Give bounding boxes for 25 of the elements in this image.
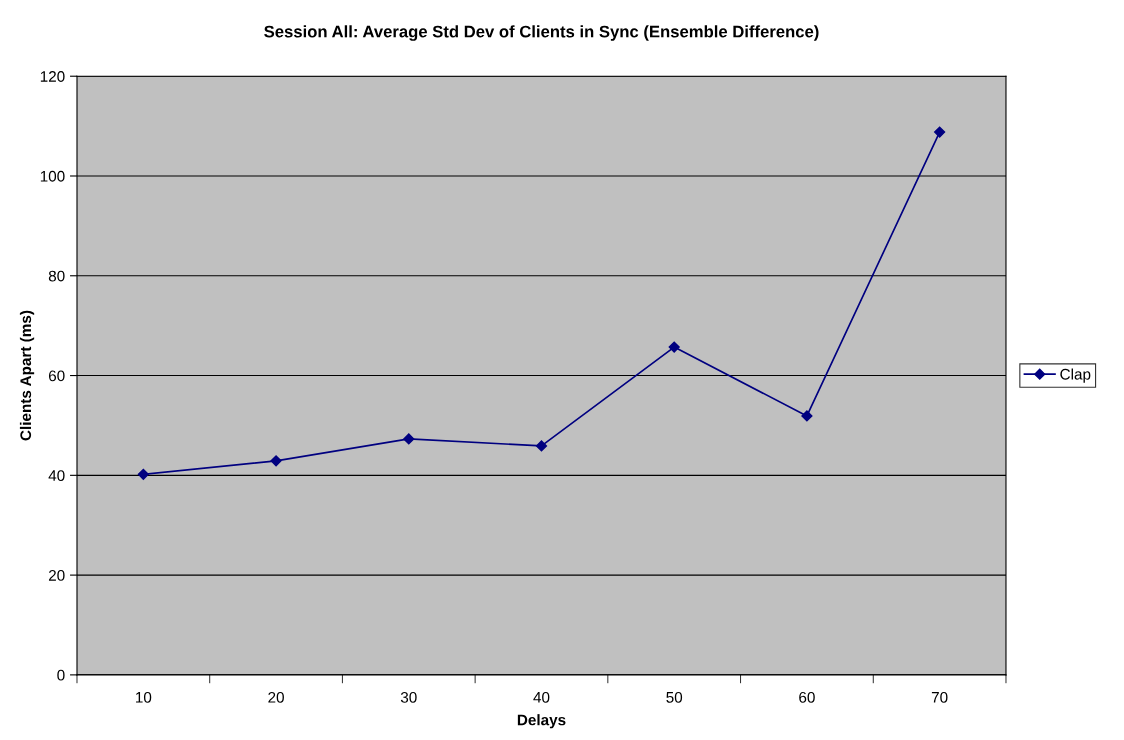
y-axis-title: Clients Apart (ms) (19, 310, 35, 441)
y-tick-label: 60 (48, 370, 65, 382)
x-tick-label: 50 (666, 691, 683, 703)
point (934, 126, 946, 138)
y-tick-label: 100 (40, 170, 65, 182)
legend-label: Clap (1060, 368, 1091, 383)
point (535, 440, 548, 452)
point (668, 341, 680, 353)
x-tick-label: 60 (799, 691, 815, 703)
x-tick-label: 70 (931, 691, 948, 703)
point (801, 410, 813, 422)
y-tick-label: 0 (57, 669, 65, 681)
y-tick-label: 120 (40, 71, 65, 82)
x-tick-label: 30 (400, 691, 417, 703)
x-tick-label: 40 (533, 691, 550, 703)
x-axis-title: Delays (517, 714, 566, 729)
point (270, 455, 282, 467)
chart-title: Session All: Average Std Dev of Clients in Sync (Ensemble Difference) (264, 25, 819, 41)
x-tick-label: 10 (136, 691, 152, 703)
point (137, 468, 149, 480)
point (403, 433, 415, 445)
y-tick-label: 80 (48, 270, 65, 282)
y-tick-label: 40 (48, 470, 65, 482)
y-tick-label: 20 (48, 569, 65, 581)
x-tick-label: 20 (268, 691, 284, 703)
